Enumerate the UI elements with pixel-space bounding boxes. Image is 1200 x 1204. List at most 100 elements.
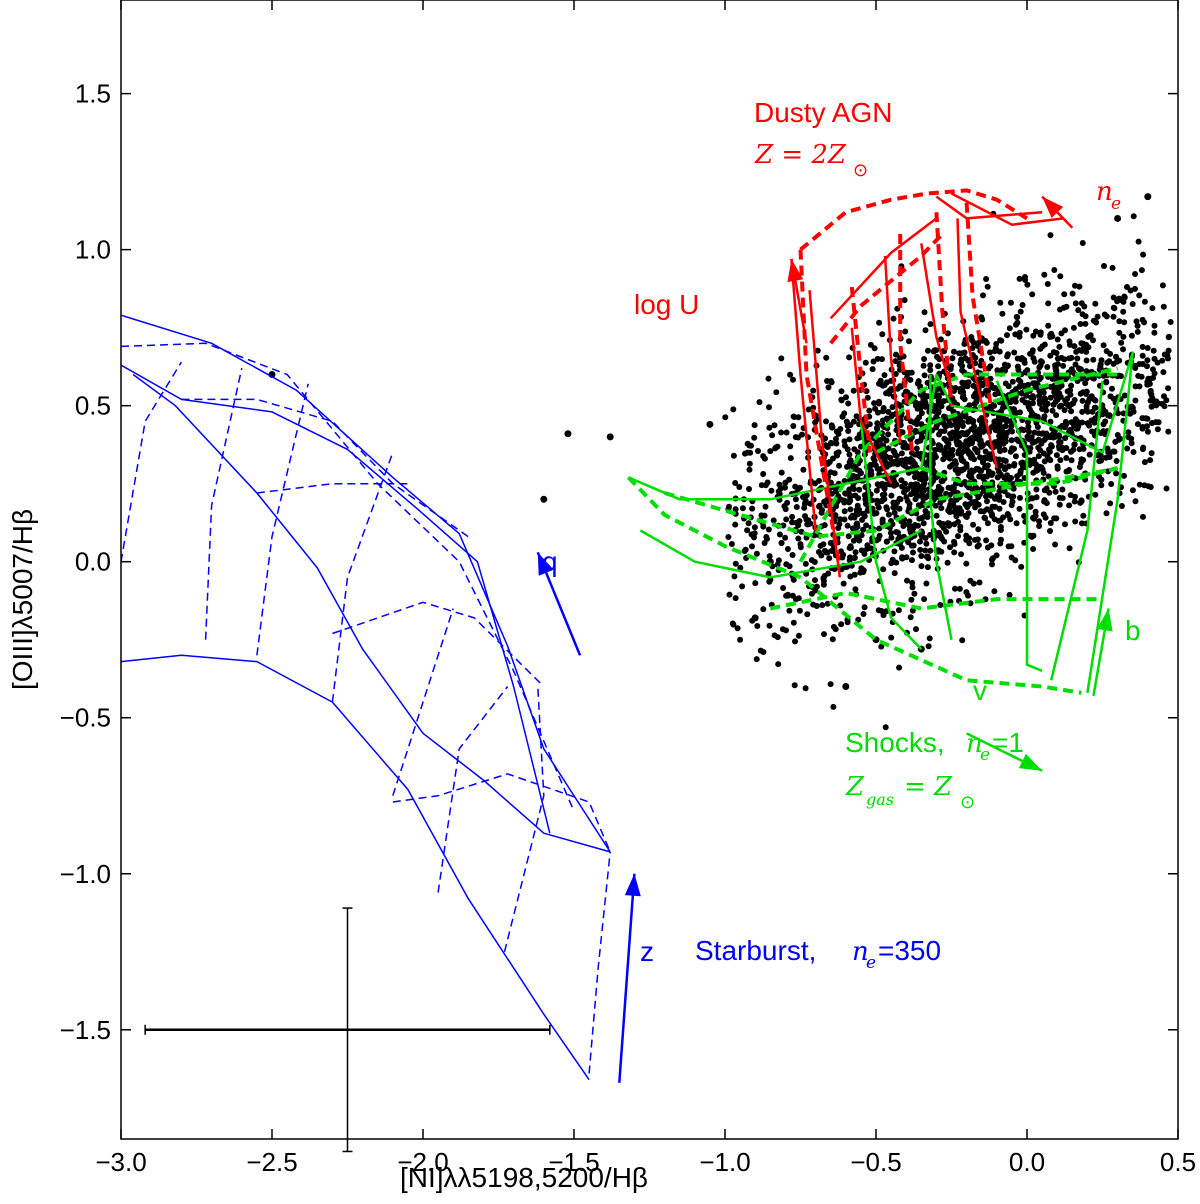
data-point: [931, 471, 938, 478]
data-point: [931, 408, 938, 414]
agn-title: Dusty AGN: [754, 97, 892, 128]
data-point: [745, 520, 752, 527]
data-point: [918, 434, 925, 441]
data-point: [1000, 514, 1007, 521]
data-point: [910, 542, 917, 549]
data-point: [1100, 342, 1107, 349]
data-point: [955, 417, 962, 424]
data-point: [1041, 271, 1048, 278]
data-point: [800, 466, 807, 473]
data-point: [790, 576, 797, 583]
data-point: [949, 355, 956, 362]
data-point: [1063, 303, 1070, 310]
data-point: [1114, 432, 1121, 438]
data-point: [923, 580, 930, 587]
data-point: [1079, 397, 1086, 404]
agn-grid-line: [950, 192, 1064, 226]
data-point: [828, 440, 835, 447]
data-point: [744, 527, 751, 534]
data-point: [1012, 453, 1019, 460]
data-point: [746, 460, 753, 467]
data-point: [963, 589, 970, 596]
data-point: [1133, 318, 1140, 325]
data-point: [1138, 373, 1145, 380]
data-point: [850, 537, 857, 544]
data-point: [976, 473, 983, 480]
data-point: [922, 400, 929, 407]
data-point: [770, 517, 777, 524]
data-point: [812, 577, 818, 584]
data-point: [1043, 500, 1050, 507]
data-point: [860, 526, 867, 533]
starburst-grid-line-dashed: [204, 368, 243, 640]
shocks-grid-line-dashed: [920, 466, 1119, 486]
data-point: [1030, 514, 1036, 521]
data-point: [1068, 382, 1075, 389]
data-point: [831, 470, 838, 477]
data-point: [1108, 481, 1115, 487]
data-point: [816, 503, 822, 510]
starburst-ne-value: =350: [878, 935, 941, 966]
data-point: [760, 649, 767, 655]
data-point: [1079, 240, 1086, 246]
data-point: [991, 588, 998, 595]
data-point: [838, 548, 844, 555]
data-point: [987, 456, 994, 463]
data-point: [1016, 505, 1023, 512]
shocks-grid-line: [859, 421, 923, 650]
shocks-grid-line: [1049, 380, 1104, 681]
data-point: [841, 516, 848, 523]
data-point: [732, 506, 739, 513]
data-point: [864, 394, 871, 401]
data-point: [917, 538, 923, 545]
data-point: [749, 543, 755, 550]
agn-sun-symbol: ⊙: [853, 160, 868, 180]
data-point: [744, 449, 751, 456]
data-point: [1006, 591, 1013, 598]
data-point: [836, 462, 842, 469]
data-point: [1044, 281, 1051, 287]
data-point: [879, 382, 886, 389]
data-point: [996, 348, 1003, 355]
data-point: [935, 363, 942, 370]
data-point: [1136, 383, 1143, 390]
data-point: [993, 552, 1000, 559]
data-point: [1048, 443, 1055, 450]
data-point: [962, 413, 969, 420]
data-point: [838, 388, 845, 395]
data-point: [987, 349, 993, 356]
data-point: [1098, 457, 1104, 464]
data-point: [760, 471, 767, 477]
data-point: [841, 508, 848, 515]
agn-grid-line: [790, 258, 817, 531]
data-point: [836, 521, 843, 528]
data-point: [941, 422, 948, 429]
data-point: [1165, 428, 1172, 435]
data-point: [842, 490, 849, 497]
data-point: [922, 535, 929, 541]
data-point: [999, 366, 1006, 373]
data-point: [847, 463, 853, 470]
data-point: [1079, 408, 1086, 415]
data-point: [765, 526, 772, 533]
data-point: [844, 522, 851, 529]
data-point: [1067, 391, 1074, 398]
data-point: [975, 501, 982, 508]
data-point: [805, 406, 812, 413]
data-point: [1144, 363, 1150, 370]
data-point: [773, 389, 780, 396]
data-point: [760, 453, 767, 460]
data-point: [821, 631, 827, 638]
data-point: [879, 331, 886, 338]
data-point: [883, 437, 890, 444]
data-point: [752, 580, 759, 587]
data-point: [1014, 473, 1021, 480]
data-point: [1056, 501, 1063, 508]
shocks-grid-line-dashed: [798, 372, 1118, 563]
data-point: [951, 521, 958, 528]
data-point: [951, 348, 957, 355]
data-point: [792, 496, 799, 503]
data-point: [1032, 438, 1039, 445]
data-point: [1054, 463, 1061, 470]
data-point: [892, 358, 899, 365]
